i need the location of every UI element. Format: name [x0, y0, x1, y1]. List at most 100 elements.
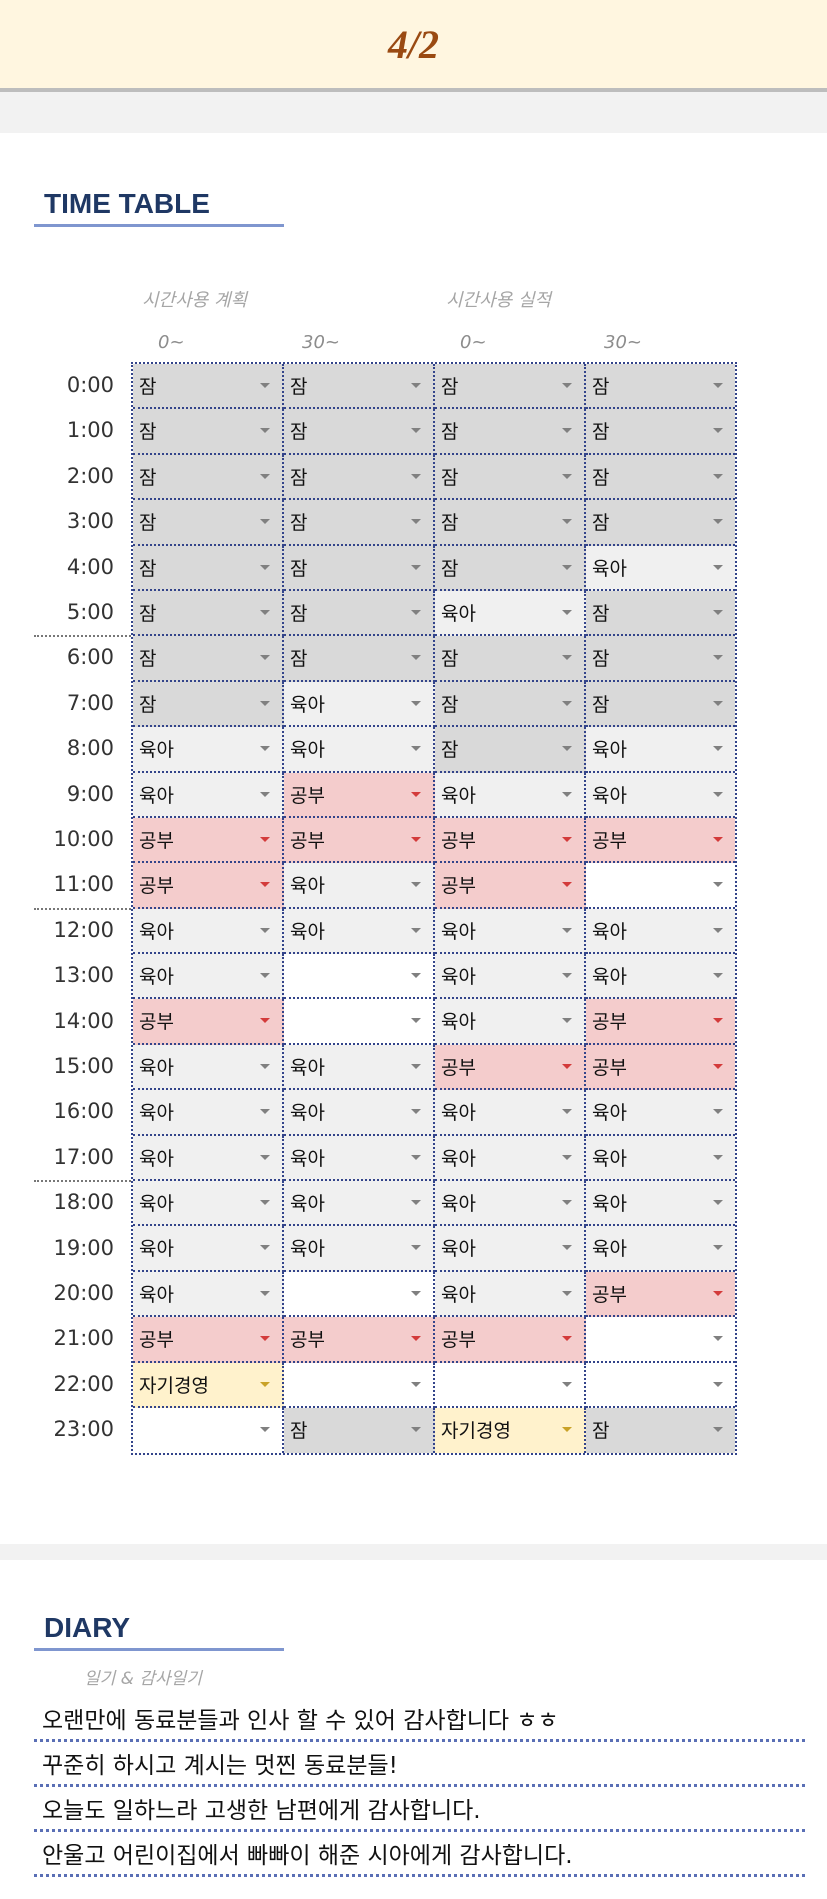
dropdown-arrow-icon[interactable] [562, 609, 572, 615]
dropdown-arrow-icon[interactable] [411, 655, 421, 661]
dropdown-arrow-icon[interactable] [713, 655, 723, 661]
actual-dropdown-cell[interactable]: 자기경영 [435, 1407, 586, 1454]
plan-dropdown-cell[interactable]: 육아 [133, 1226, 284, 1272]
plan-dropdown-cell[interactable]: 육아 [284, 1226, 435, 1272]
dropdown-arrow-icon[interactable] [260, 383, 270, 388]
dropdown-arrow-icon[interactable] [713, 700, 723, 706]
diary-entry[interactable]: 꾸준히 하시고 계시는 멋찐 동료분들! [34, 1742, 805, 1787]
plan-dropdown-cell[interactable]: 공부 [284, 817, 435, 864]
dropdown-arrow-icon[interactable] [260, 882, 270, 888]
dropdown-arrow-icon[interactable] [411, 836, 421, 842]
plan-dropdown-cell[interactable]: 잠 [133, 409, 284, 455]
dropdown-arrow-icon[interactable] [713, 1109, 723, 1115]
dropdown-arrow-icon[interactable] [562, 1109, 572, 1115]
actual-dropdown-cell[interactable]: 잠 [435, 454, 586, 501]
actual-dropdown-cell[interactable]: 육아 [435, 590, 586, 637]
dropdown-arrow-icon[interactable] [562, 383, 572, 388]
plan-dropdown-cell[interactable]: 육아 [284, 1181, 435, 1227]
actual-dropdown-cell[interactable] [586, 1317, 735, 1363]
dropdown-arrow-icon[interactable] [411, 519, 421, 525]
actual-dropdown-cell[interactable] [586, 1362, 735, 1408]
actual-dropdown-cell[interactable]: 잠 [435, 727, 586, 773]
dropdown-arrow-icon[interactable] [713, 1381, 723, 1387]
plan-dropdown-cell[interactable]: 육아 [284, 1090, 435, 1136]
dropdown-arrow-icon[interactable] [411, 973, 421, 979]
plan-dropdown-cell[interactable]: 육아 [284, 681, 435, 728]
dropdown-arrow-icon[interactable] [260, 1154, 270, 1160]
plan-dropdown-cell[interactable]: 공부 [133, 999, 284, 1045]
plan-dropdown-cell[interactable]: 잠 [133, 636, 284, 682]
actual-dropdown-cell[interactable]: 잠 [586, 364, 735, 410]
actual-dropdown-cell[interactable]: 잠 [435, 500, 586, 546]
plan-dropdown-cell[interactable]: 잠 [284, 1407, 435, 1454]
dropdown-arrow-icon[interactable] [260, 973, 270, 979]
dropdown-arrow-icon[interactable] [411, 1290, 421, 1296]
actual-dropdown-cell[interactable]: 공부 [586, 1271, 735, 1318]
actual-dropdown-cell[interactable]: 공부 [586, 1044, 735, 1091]
dropdown-arrow-icon[interactable] [411, 700, 421, 706]
dropdown-arrow-icon[interactable] [411, 473, 421, 479]
dropdown-arrow-icon[interactable] [411, 791, 421, 797]
actual-dropdown-cell[interactable]: 육아 [435, 1090, 586, 1136]
dropdown-arrow-icon[interactable] [713, 428, 723, 434]
actual-dropdown-cell[interactable]: 잠 [435, 636, 586, 682]
dropdown-arrow-icon[interactable] [260, 1018, 270, 1024]
actual-dropdown-cell[interactable]: 잠 [435, 364, 586, 410]
dropdown-arrow-icon[interactable] [260, 700, 270, 706]
plan-dropdown-cell[interactable]: 공부 [284, 1317, 435, 1363]
dropdown-arrow-icon[interactable] [260, 836, 270, 842]
dropdown-arrow-icon[interactable] [411, 1426, 421, 1432]
actual-dropdown-cell[interactable]: 육아 [435, 954, 586, 1000]
actual-dropdown-cell[interactable]: 육아 [435, 772, 586, 818]
dropdown-arrow-icon[interactable] [260, 791, 270, 797]
plan-dropdown-cell[interactable]: 육아 [133, 1135, 284, 1182]
plan-dropdown-cell[interactable] [284, 1271, 435, 1318]
dropdown-arrow-icon[interactable] [713, 473, 723, 479]
plan-dropdown-cell[interactable]: 육아 [133, 1271, 284, 1318]
dropdown-arrow-icon[interactable] [713, 1290, 723, 1296]
dropdown-arrow-icon[interactable] [713, 1063, 723, 1069]
plan-dropdown-cell[interactable]: 육아 [284, 908, 435, 955]
plan-dropdown-cell[interactable]: 잠 [133, 454, 284, 501]
dropdown-arrow-icon[interactable] [411, 746, 421, 752]
dropdown-arrow-icon[interactable] [562, 836, 572, 842]
dropdown-arrow-icon[interactable] [713, 1336, 723, 1342]
dropdown-arrow-icon[interactable] [562, 1290, 572, 1296]
dropdown-arrow-icon[interactable] [260, 746, 270, 752]
dropdown-arrow-icon[interactable] [260, 473, 270, 479]
dropdown-arrow-icon[interactable] [562, 1200, 572, 1206]
dropdown-arrow-icon[interactable] [562, 1381, 572, 1387]
actual-dropdown-cell[interactable] [586, 863, 735, 909]
actual-dropdown-cell[interactable]: 잠 [586, 636, 735, 682]
dropdown-arrow-icon[interactable] [713, 519, 723, 525]
actual-dropdown-cell[interactable]: 잠 [586, 590, 735, 637]
actual-dropdown-cell[interactable]: 잠 [435, 409, 586, 455]
actual-dropdown-cell[interactable]: 육아 [586, 1226, 735, 1272]
dropdown-arrow-icon[interactable] [713, 1154, 723, 1160]
plan-dropdown-cell[interactable]: 육아 [133, 1181, 284, 1227]
plan-dropdown-cell[interactable]: 잠 [284, 409, 435, 455]
dropdown-arrow-icon[interactable] [411, 882, 421, 888]
dropdown-arrow-icon[interactable] [260, 1336, 270, 1342]
dropdown-arrow-icon[interactable] [713, 1245, 723, 1251]
dropdown-arrow-icon[interactable] [562, 655, 572, 661]
dropdown-arrow-icon[interactable] [411, 383, 421, 388]
actual-dropdown-cell[interactable]: 공부 [586, 817, 735, 864]
plan-dropdown-cell[interactable]: 잠 [133, 545, 284, 591]
dropdown-arrow-icon[interactable] [713, 1426, 723, 1432]
plan-dropdown-cell[interactable]: 잠 [284, 636, 435, 682]
dropdown-arrow-icon[interactable] [562, 1018, 572, 1024]
actual-dropdown-cell[interactable]: 육아 [586, 908, 735, 955]
actual-dropdown-cell[interactable]: 육아 [435, 1271, 586, 1318]
actual-dropdown-cell[interactable]: 잠 [586, 409, 735, 455]
plan-dropdown-cell[interactable]: 육아 [133, 954, 284, 1000]
dropdown-arrow-icon[interactable] [260, 1290, 270, 1296]
dropdown-arrow-icon[interactable] [713, 564, 723, 570]
plan-dropdown-cell[interactable]: 육아 [284, 1135, 435, 1182]
actual-dropdown-cell[interactable]: 잠 [586, 500, 735, 546]
dropdown-arrow-icon[interactable] [562, 973, 572, 979]
dropdown-arrow-icon[interactable] [411, 428, 421, 434]
plan-dropdown-cell[interactable]: 잠 [133, 500, 284, 546]
dropdown-arrow-icon[interactable] [713, 609, 723, 615]
plan-dropdown-cell[interactable]: 육아 [133, 908, 284, 955]
